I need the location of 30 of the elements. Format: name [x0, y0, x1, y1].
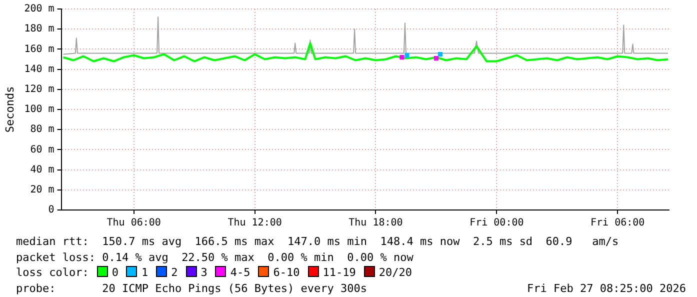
y-tick-label: 140 m — [24, 64, 54, 75]
x-tick-label: Thu 06:00 — [106, 218, 161, 229]
legend-label: 2 — [171, 266, 178, 279]
text: median rtt: 150.7 ms avg 166.5 ms max 147.0 ms min 148.4 ms now 2.5 ms sd 60.9 am/s — [16, 234, 620, 250]
y-axis-title: Seconds — [3, 86, 16, 133]
legend-label: 6-10 — [273, 266, 300, 279]
x-tick-label: Fri 00:00 — [470, 218, 524, 229]
x-tick-label: Thu 18:00 — [348, 218, 403, 229]
legend-label: 20/20 — [378, 266, 412, 279]
legend-label: 11-19 — [322, 266, 356, 279]
legend-label: 3 — [200, 266, 208, 279]
y-tick-label: 160 m — [24, 44, 54, 55]
text: Fri Feb 27 08:25:00 2026 — [527, 280, 686, 296]
x-tick-label: Fri 06:00 — [590, 218, 645, 229]
y-tick-label: 0 — [48, 204, 54, 216]
y-tick-label: 80 m — [30, 124, 54, 136]
y-tick-label: 100 m — [24, 104, 54, 116]
legend-title: loss color: — [16, 266, 89, 279]
legend-label: 1 — [141, 266, 148, 279]
text: probe: 20 ICMP Echo Pings (56 Bytes) every 300s — [16, 282, 367, 294]
y-tick-label: 120 m — [24, 84, 54, 95]
y-tick-label: 40 m — [30, 164, 54, 176]
text: packet loss: 0.14 % avg 22.50 % max 0.00 % min 0.00 % now — [16, 250, 414, 265]
y-tick-label: 20 m — [30, 184, 54, 196]
x-tick-label: Thu 12:00 — [228, 218, 282, 229]
legend-label: 4-5 — [230, 266, 250, 279]
y-tick-label: 200 m — [24, 4, 54, 15]
y-tick-label: 60 m — [30, 144, 54, 156]
y-tick-label: 180 m — [24, 24, 54, 35]
legend-label: 0 — [112, 266, 118, 279]
